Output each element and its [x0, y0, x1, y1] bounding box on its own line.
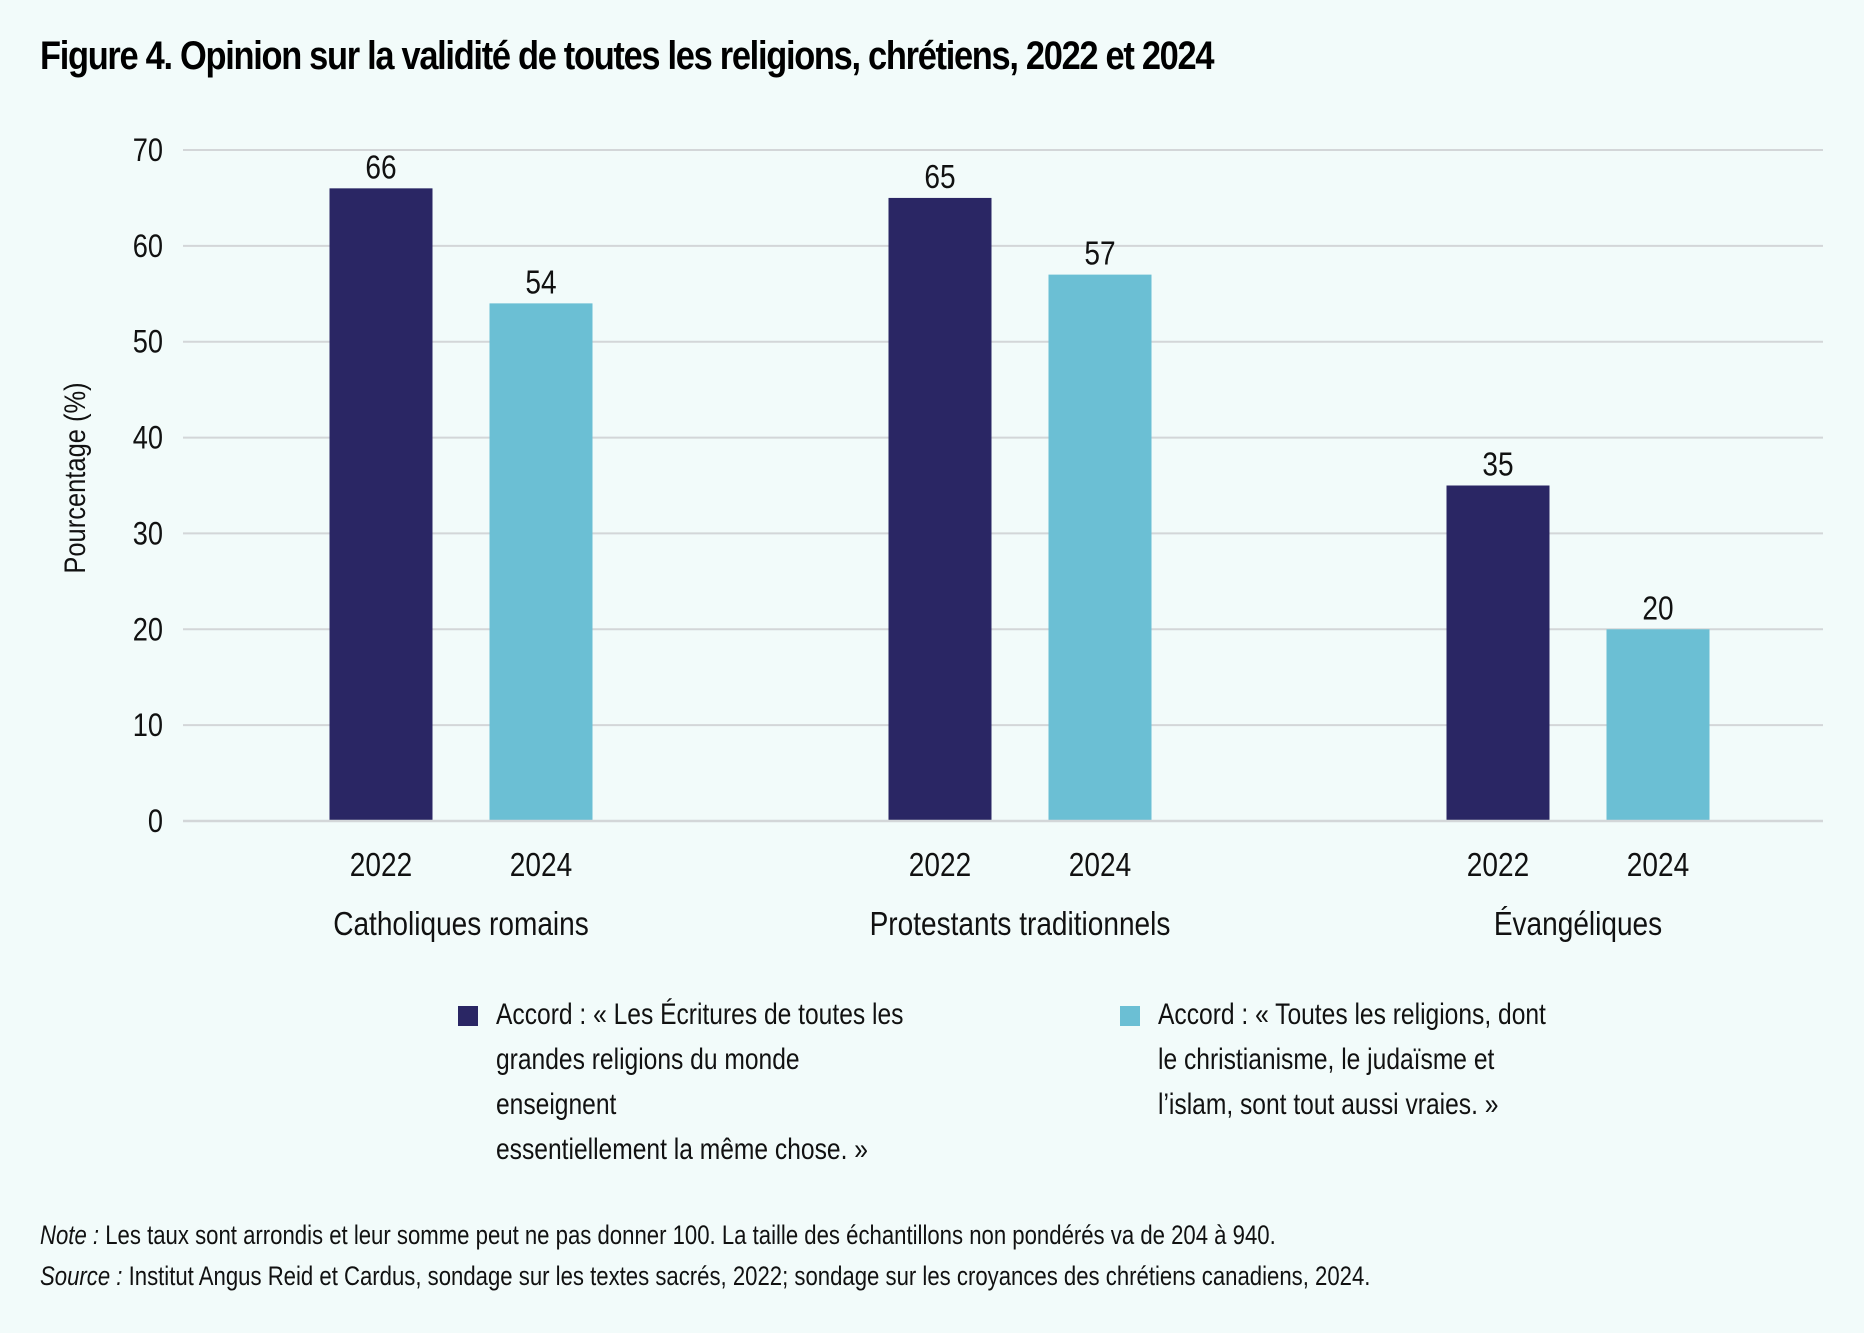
y-tick-label-40: 40 — [133, 421, 163, 457]
y-tick-label-10: 10 — [133, 708, 163, 744]
x-year-label-2024-2: 2024 — [1627, 847, 1689, 884]
note-line: Note : Les taux sont arrondis et leur so… — [40, 1215, 1370, 1256]
chart-title: Figure 4. Opinion sur la validité de tou… — [40, 34, 1214, 78]
legend-swatch-2022 — [458, 1006, 478, 1026]
y-axis-label: Pourcentage (%) — [58, 382, 91, 573]
data-label-2024-1: 57 — [1084, 236, 1115, 273]
bar-2024-0 — [489, 303, 593, 821]
data-label-2022-2: 35 — [1482, 446, 1513, 483]
x-category-label-2: Évangéliques — [1494, 905, 1662, 943]
x-year-label-2022-2: 2022 — [1467, 847, 1529, 884]
legend-label-2024: Accord : « Toutes les religions, dont le… — [1158, 998, 1546, 1121]
source-line: Source : Institut Angus Reid et Cardus, … — [40, 1256, 1370, 1297]
data-label-2024-0: 54 — [525, 264, 556, 301]
x-year-label-2022-0: 2022 — [350, 847, 412, 884]
legend-swatch-2024 — [1120, 1006, 1140, 1026]
y-tick-label-50: 50 — [133, 325, 163, 361]
y-tick-label-0: 0 — [148, 804, 163, 840]
x-year-label-2024-0: 2024 — [510, 847, 572, 884]
bar-2024-1 — [1048, 274, 1152, 822]
y-tick-label-20: 20 — [133, 612, 163, 648]
bar-2022-1 — [888, 197, 992, 821]
y-tick-label-30: 30 — [133, 516, 163, 552]
legend-label-2022: Accord : « Les Écritures de toutes les g… — [496, 998, 904, 1166]
y-tick-label-60: 60 — [133, 229, 163, 265]
y-tick-label-70: 70 — [133, 133, 163, 169]
bar-2022-0 — [329, 188, 433, 822]
note-label: Note : — [40, 1220, 100, 1250]
data-label-2022-0: 66 — [365, 149, 396, 186]
source-label: Source : — [40, 1261, 123, 1291]
bar-2022-2 — [1446, 485, 1550, 821]
source-text: Institut Angus Reid et Cardus, sondage s… — [122, 1261, 1371, 1291]
legend-item-2022: Accord : « Les Écritures de toutes les g… — [458, 992, 1016, 1172]
legend-item-2024: Accord : « Toutes les religions, dont le… — [1120, 992, 1678, 1127]
x-category-label-0: Catholiques romains — [333, 906, 589, 943]
bar-chart: 0 10 20 30 40 50 60 70 Pourcentage (%) 66 2022 54 20… — [58, 133, 1823, 943]
bar-2024-2 — [1606, 629, 1710, 821]
footer: Note : Les taux sont arrondis et leur so… — [40, 1215, 1370, 1297]
x-year-label-2024-1: 2024 — [1069, 847, 1131, 884]
note-text: Les taux sont arrondis et leur somme peu… — [99, 1220, 1276, 1250]
data-label-2022-1: 65 — [924, 159, 955, 196]
x-year-label-2022-1: 2022 — [909, 847, 971, 884]
data-label-2024-2: 20 — [1642, 590, 1673, 627]
x-category-label-1: Protestants traditionnels — [870, 906, 1171, 943]
